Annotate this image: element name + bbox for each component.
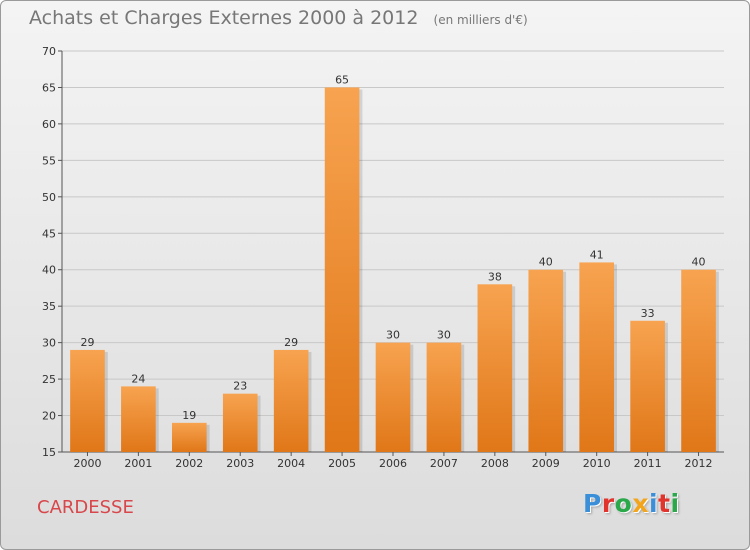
logo-letter: i <box>670 489 680 518</box>
data-label: 29 <box>80 336 94 349</box>
bar-2010[interactable] <box>579 262 615 452</box>
y-tick-label: 65 <box>42 81 56 94</box>
data-label: 41 <box>590 248 604 261</box>
logo-letter: x <box>632 489 649 518</box>
data-label: 30 <box>386 329 400 342</box>
logo-letter: r <box>601 489 615 518</box>
proxiti-logo[interactable]: Proxiti <box>583 489 680 518</box>
bar-2009[interactable] <box>528 269 564 452</box>
x-tick-label: 2012 <box>685 457 713 470</box>
x-tick-label: 2007 <box>430 457 458 470</box>
x-tick-label: 2000 <box>73 457 101 470</box>
x-tick-label: 2001 <box>124 457 152 470</box>
location-name: CARDESSE <box>37 497 134 518</box>
bar-2003[interactable] <box>222 393 258 452</box>
y-tick-label: 60 <box>42 118 56 131</box>
data-label: 65 <box>335 73 349 86</box>
x-tick-label: 2005 <box>328 457 356 470</box>
x-tick-label: 2002 <box>175 457 203 470</box>
bar-2008[interactable] <box>477 284 513 452</box>
chart-title: Achats et Charges Externes 2000 à 2012 <box>29 7 419 29</box>
logo-letter: P <box>583 489 602 518</box>
x-tick-label: 2008 <box>481 457 509 470</box>
y-tick-label: 55 <box>42 154 56 167</box>
y-tick-label: 45 <box>42 227 56 240</box>
data-label: 33 <box>641 307 655 320</box>
data-labels: 29 24 19 23 29 65 30 30 38 40 41 33 40 <box>80 73 705 421</box>
chart-subtitle: (en milliers d'€) <box>433 13 528 27</box>
bar-2007[interactable] <box>426 342 462 452</box>
bar-2006[interactable] <box>375 342 411 452</box>
y-tick-label: 35 <box>42 300 56 313</box>
logo-letter: t <box>658 489 671 518</box>
y-tick-label: 20 <box>42 410 56 423</box>
bar-2001[interactable] <box>121 386 156 452</box>
bars <box>70 87 719 453</box>
x-tick-label: 2006 <box>379 457 407 470</box>
logo-letter: o <box>614 489 633 518</box>
data-label: 29 <box>284 336 298 349</box>
data-label: 38 <box>488 270 502 283</box>
bar-2012[interactable] <box>681 269 716 452</box>
logo-letter: i <box>649 489 659 518</box>
x-tick-label: 2010 <box>583 457 611 470</box>
data-label: 19 <box>182 409 196 422</box>
bar-2005[interactable] <box>324 87 360 453</box>
title-block: Achats et Charges Externes 2000 à 2012 (… <box>29 7 528 29</box>
x-tick-label: 2011 <box>634 457 662 470</box>
bar-2004[interactable] <box>273 349 309 452</box>
data-label: 40 <box>539 256 553 269</box>
data-label: 24 <box>131 372 145 385</box>
y-tick-label: 50 <box>42 191 56 204</box>
y-tick-label: 30 <box>42 337 56 350</box>
x-tick-label: 2009 <box>532 457 560 470</box>
data-label: 30 <box>437 329 451 342</box>
bar-2000[interactable] <box>70 349 105 452</box>
bar-2011[interactable] <box>630 320 665 452</box>
data-label: 40 <box>692 256 706 269</box>
data-label: 23 <box>233 380 247 393</box>
bar-2002[interactable] <box>171 422 207 452</box>
x-tick-label: 2004 <box>277 457 305 470</box>
y-tick-label: 70 <box>42 45 56 58</box>
y-tick-label: 15 <box>42 446 56 459</box>
x-tick-label: 2003 <box>226 457 254 470</box>
y-tick-label: 40 <box>42 264 56 277</box>
y-tick-label: 25 <box>42 373 56 386</box>
